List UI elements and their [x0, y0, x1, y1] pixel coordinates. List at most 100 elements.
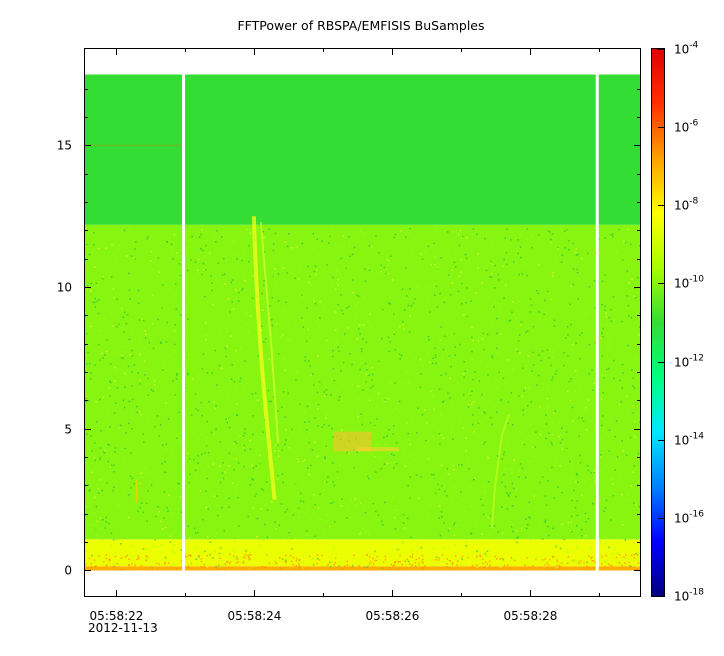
noise-speck [219, 465, 221, 467]
noise-speck [561, 438, 564, 441]
noise-speck [329, 444, 332, 447]
noise-speck [482, 386, 485, 389]
noise-speck [365, 548, 368, 551]
noise-speck [454, 555, 457, 557]
noise-speck [601, 324, 604, 327]
noise-speck [300, 294, 303, 297]
noise-speck [176, 568, 178, 570]
noise-speck [218, 552, 221, 555]
noise-speck [628, 561, 630, 564]
noise-speck [373, 250, 375, 253]
noise-speck [501, 532, 504, 535]
noise-speck [375, 443, 377, 445]
noise-speck [565, 431, 568, 433]
noise-speck [131, 398, 134, 401]
noise-speck [345, 279, 348, 281]
noise-speck [169, 535, 171, 537]
noise-speck [279, 567, 282, 569]
noise-speck [621, 564, 623, 567]
noise-speck [576, 481, 579, 483]
noise-speck [199, 335, 202, 338]
noise-speck [627, 267, 630, 270]
noise-speck [491, 264, 494, 266]
noise-speck [559, 547, 562, 550]
noise-speck [406, 517, 409, 520]
noise-speck [127, 365, 130, 368]
noise-speck [281, 334, 284, 336]
noise-speck [299, 548, 302, 551]
noise-speck [133, 482, 136, 485]
noise-speck [462, 393, 465, 396]
noise-speck [511, 482, 514, 485]
noise-speck [472, 401, 475, 403]
noise-speck [203, 295, 206, 298]
noise-speck [328, 424, 330, 427]
noise-speck [418, 564, 421, 566]
noise-speck [188, 555, 191, 557]
noise-speck [565, 448, 567, 451]
noise-speck [542, 498, 544, 500]
noise-speck [502, 265, 504, 268]
noise-speck [311, 558, 314, 560]
noise-speck [87, 484, 90, 486]
noise-speck [632, 502, 635, 504]
noise-speck [605, 540, 607, 542]
noise-speck [616, 561, 619, 564]
noise-speck [559, 278, 561, 280]
noise-speck [261, 292, 263, 295]
noise-speck [178, 512, 180, 514]
noise-speck [483, 411, 485, 413]
noise-speck [512, 368, 514, 371]
noise-speck [438, 557, 440, 559]
noise-speck [387, 264, 389, 266]
noise-speck [102, 275, 104, 278]
noise-speck [635, 552, 637, 555]
noise-speck [177, 343, 179, 345]
noise-speck [301, 242, 304, 245]
noise-speck [532, 351, 534, 354]
noise-speck [440, 257, 443, 259]
noise-speck [323, 489, 325, 491]
noise-speck [104, 419, 107, 422]
noise-speck [452, 464, 455, 467]
noise-speck [522, 409, 524, 411]
noise-speck [96, 300, 99, 302]
noise-speck [451, 563, 454, 566]
noise-speck [177, 361, 180, 363]
noise-speck [349, 255, 352, 258]
noise-speck [277, 410, 279, 412]
noise-speck [526, 228, 528, 230]
noise-speck [495, 411, 498, 413]
noise-speck [306, 567, 309, 569]
noise-speck [300, 523, 303, 525]
noise-speck [429, 365, 432, 368]
noise-speck [510, 392, 513, 394]
noise-speck [399, 554, 401, 557]
noise-speck [593, 280, 596, 282]
noise-speck [617, 279, 619, 281]
noise-speck [225, 327, 228, 330]
noise-speck [265, 503, 267, 505]
noise-speck [442, 400, 445, 402]
noise-speck [98, 330, 101, 332]
noise-speck [358, 498, 360, 501]
noise-speck [137, 472, 140, 475]
noise-speck [331, 284, 334, 287]
noise-speck [613, 253, 616, 255]
noise-speck [234, 441, 237, 443]
noise-speck [199, 251, 201, 253]
noise-speck [616, 552, 618, 554]
noise-speck [166, 245, 168, 248]
noise-speck [506, 508, 509, 510]
noise-speck [627, 228, 630, 231]
noise-speck [574, 251, 577, 254]
noise-speck [255, 465, 257, 467]
noise-speck [624, 562, 626, 564]
noise-speck [363, 544, 365, 546]
noise-speck [583, 561, 585, 564]
noise-speck [608, 316, 611, 319]
noise-speck [462, 356, 465, 358]
noise-speck [278, 547, 280, 549]
noise-speck [490, 276, 493, 278]
